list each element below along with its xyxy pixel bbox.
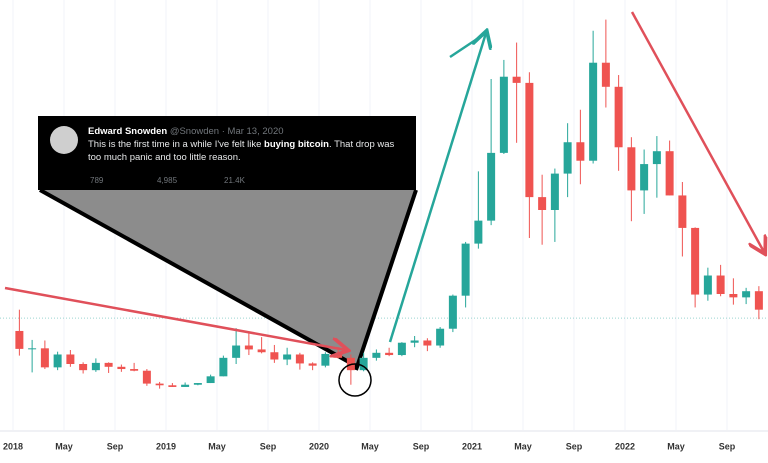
- x-tick-label: 2018: [3, 441, 23, 451]
- x-tick-label: 2021: [462, 441, 482, 451]
- candle-body: [53, 354, 62, 368]
- x-tick-label: Sep: [566, 441, 583, 451]
- arrow: [630, 11, 764, 252]
- candle-body: [295, 354, 304, 364]
- candle-body: [244, 345, 253, 350]
- x-tick-label: May: [667, 441, 685, 451]
- tweet-card: Edward Snowden @Snowden · Mar 13, 2020 T…: [38, 116, 416, 190]
- candle-body: [28, 348, 37, 350]
- candle-body: [66, 354, 75, 364]
- candle-body: [385, 352, 394, 356]
- x-tick-label: May: [514, 441, 532, 451]
- reply-count[interactable]: 789: [90, 176, 104, 185]
- x-tick-label: Sep: [107, 441, 124, 451]
- candle-body: [270, 352, 279, 360]
- highlight-circle: [338, 363, 372, 397]
- text: . That drop was too much panic and too l…: [88, 139, 395, 163]
- candle-body: [321, 353, 330, 366]
- candle-body: [15, 330, 24, 349]
- candle-body: [359, 357, 368, 371]
- candle-body: [665, 151, 674, 196]
- retweet-count[interactable]: 4,985: [157, 176, 178, 185]
- x-tick-label: Sep: [719, 441, 736, 451]
- x-tick-label: 2020: [309, 441, 329, 451]
- candle-body: [40, 348, 49, 368]
- arrow: [4, 286, 346, 350]
- x-tick-label: May: [55, 441, 73, 451]
- candle-body: [461, 243, 470, 296]
- candle-body: [334, 353, 343, 358]
- candle-body: [550, 173, 559, 210]
- x-tick-label: May: [208, 441, 226, 451]
- text-bold: buying bitcoin: [264, 139, 329, 150]
- avatar: [50, 126, 78, 154]
- candle-body: [614, 86, 623, 148]
- candle-body: [79, 364, 88, 371]
- candle-body: [372, 352, 381, 358]
- candle-body: [168, 385, 177, 387]
- arrow: [388, 33, 486, 343]
- candle-body: [117, 366, 126, 370]
- candle-body: [525, 82, 534, 198]
- candle-body: [206, 376, 215, 384]
- candle-body: [397, 342, 406, 356]
- candle-body: [448, 295, 457, 329]
- candle-body: [499, 76, 508, 153]
- x-tick-label: Sep: [413, 441, 430, 451]
- candle-body: [589, 62, 598, 161]
- candle-body: [538, 197, 547, 210]
- tweet-wedge: [40, 190, 416, 366]
- candle-body: [716, 275, 725, 294]
- tweet-handle: @Snowden · Mar 13, 2020: [169, 126, 284, 137]
- like-count[interactable]: 21.4K: [224, 176, 245, 185]
- x-tick-label: 2019: [156, 441, 176, 451]
- candle-body: [640, 164, 649, 191]
- x-tick-label: May: [361, 441, 379, 451]
- candle-body: [487, 152, 496, 221]
- x-tick-label: Sep: [260, 441, 277, 451]
- candle-body: [104, 362, 113, 367]
- candle-body: [754, 291, 763, 310]
- candle-body: [436, 328, 445, 346]
- wedge-edge: [39, 188, 357, 368]
- candle-body: [181, 384, 190, 387]
- tweet-stats: 789 4,985 21.4K: [90, 174, 291, 187]
- candle-body: [308, 363, 317, 366]
- tweet-text: This is the first time in a while I've f…: [88, 138, 404, 164]
- candle-body: [576, 142, 585, 161]
- tweet-name: Edward Snowden: [88, 126, 168, 137]
- tweet-header: Edward Snowden @Snowden · Mar 13, 2020: [88, 125, 404, 138]
- candle-body: [601, 62, 610, 87]
- candle-body: [652, 151, 661, 165]
- text: This is the first time in a while I've f…: [88, 139, 265, 150]
- candle-body: [155, 383, 164, 386]
- x-tick-label: 2022: [615, 441, 635, 451]
- candle-body: [283, 354, 292, 360]
- candle-body: [563, 142, 572, 174]
- candle-body: [91, 362, 100, 371]
- candle-body: [691, 227, 700, 295]
- candle-body: [130, 369, 139, 371]
- candle-body: [257, 349, 266, 353]
- candle-body: [232, 345, 241, 358]
- candle-body: [193, 383, 202, 385]
- candle-body: [627, 147, 636, 191]
- candle-body: [703, 275, 712, 295]
- arrow: [449, 31, 487, 59]
- candle-body: [729, 294, 738, 298]
- wedge-edge: [354, 189, 418, 371]
- candle-body: [512, 76, 521, 83]
- candle-body: [423, 340, 432, 346]
- candle-body: [474, 220, 483, 244]
- candle-body: [742, 291, 751, 298]
- candle-body: [678, 195, 687, 228]
- candle-body: [142, 370, 151, 384]
- candle-body: [410, 340, 419, 343]
- candle-body: [219, 357, 228, 377]
